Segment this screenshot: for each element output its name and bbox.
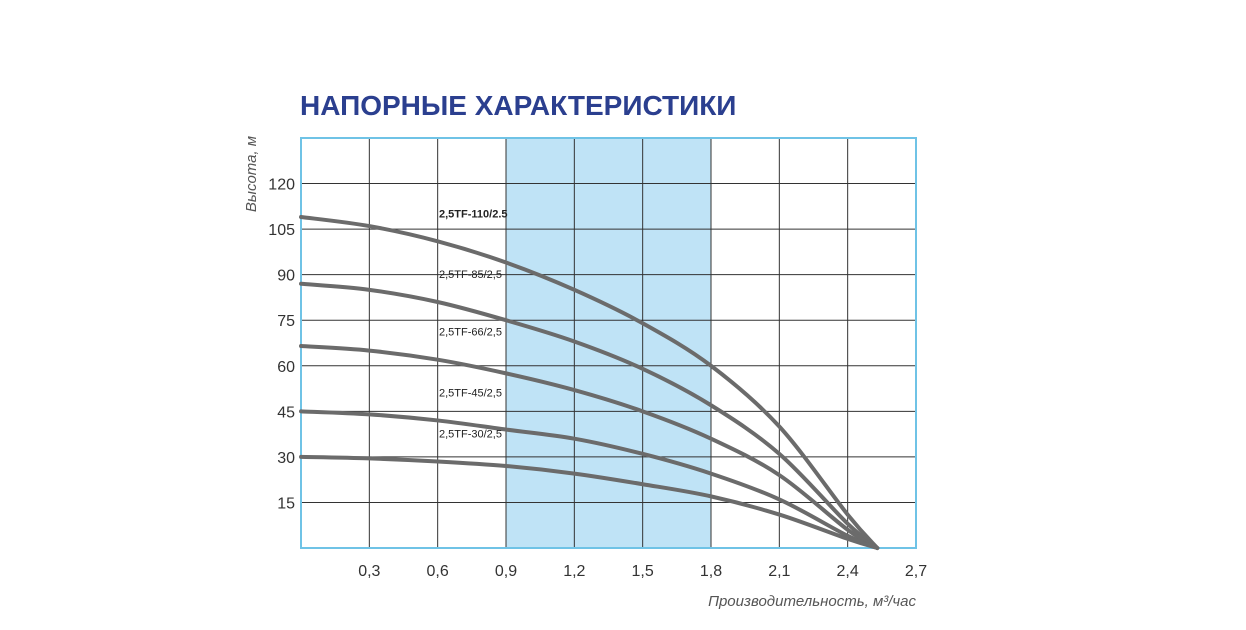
series-curve-0 (299, 214, 880, 550)
x-tick-label: 1,2 (563, 563, 585, 580)
series-label-2: 2,5TF-66/2,5 (439, 327, 502, 339)
x-tick-label: 2,1 (768, 563, 790, 580)
series-label-3: 2,5TF-45/2,5 (439, 387, 502, 399)
y-tick-label: 45 (277, 404, 295, 421)
x-tick-label: 1,8 (700, 563, 722, 580)
series-curve-1 (299, 281, 880, 550)
series-curve-2 (299, 344, 880, 550)
series-curve-3 (299, 409, 880, 550)
series-label-4: 2,5TF-30/2,5 (439, 428, 502, 440)
y-tick-label: 60 (277, 359, 295, 376)
plot-frame (300, 137, 917, 549)
y-ticks: 15 30 45 60 75 90 105 120 (268, 177, 295, 513)
x-tick-label: 2,7 (905, 563, 927, 580)
series-label-1: 2,5TF-85/2,5 (439, 269, 502, 281)
y-tick-label: 105 (268, 222, 295, 239)
y-tick-label: 120 (268, 177, 295, 194)
x-ticks: 0,3 0,6 0,9 1,2 1,5 1,8 2,1 2,4 2,7 (358, 563, 927, 580)
x-tick-label: 2,4 (837, 563, 859, 580)
x-tick-label: 0,3 (358, 563, 380, 580)
y-tick-label: 30 (277, 450, 295, 467)
x-tick-label: 0,6 (427, 563, 449, 580)
series-label-0: 2,5TF-110/2.5 (439, 208, 508, 220)
series-labels: 2,5TF-110/2.5 2,5TF-85/2,5 2,5TF-66/2,5 2,5… (439, 208, 508, 440)
y-axis-label: Высота, м (243, 136, 260, 212)
y-tick-label: 75 (277, 313, 295, 330)
series-curve-4 (299, 454, 880, 550)
x-tick-label: 0,9 (495, 563, 517, 580)
curves (299, 214, 880, 550)
chart-title: НАПОРНЫЕ ХАРАКТЕРИСТИКИ (300, 90, 737, 121)
y-tick-label: 15 (277, 495, 295, 512)
grid-lines (301, 138, 916, 548)
x-axis-label: Производительность, м³/час (708, 593, 916, 610)
y-tick-label: 90 (277, 268, 295, 285)
x-tick-label: 1,5 (632, 563, 654, 580)
